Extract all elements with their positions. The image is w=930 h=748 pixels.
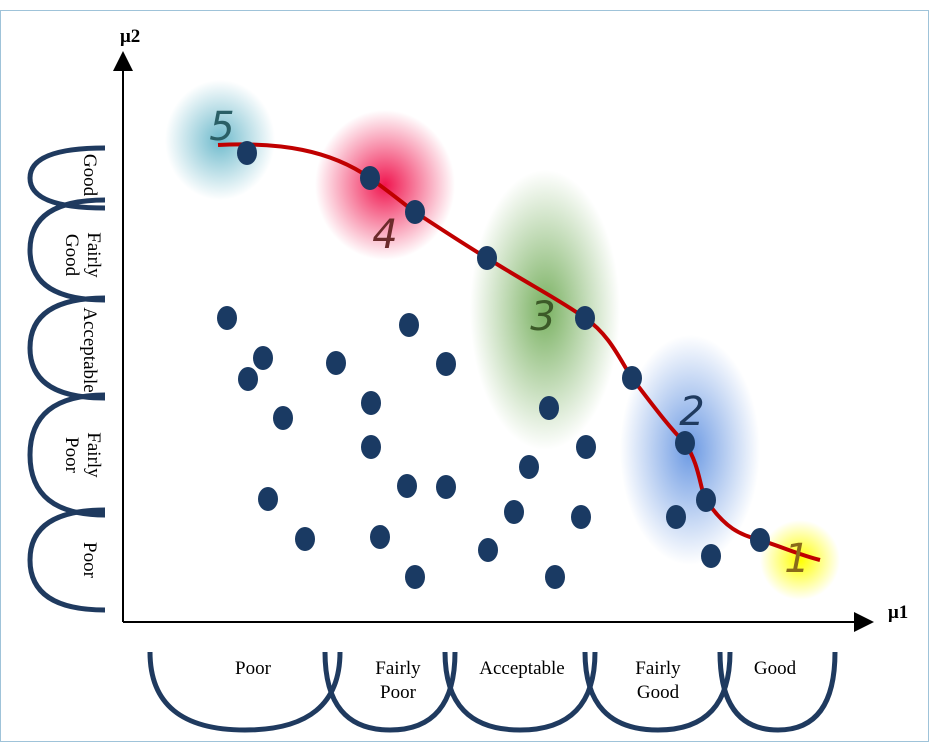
region-number: 5 [209, 104, 234, 150]
diagram: μ2 μ1 GoodFairlyGoodAcceptableFairlyPoor… [0, 0, 930, 743]
y-set-label: Poor [79, 542, 100, 579]
solution-point [576, 435, 596, 459]
solution-point [539, 396, 559, 420]
solution-point [405, 200, 425, 224]
y-set-label: Acceptable [79, 307, 100, 392]
solution-point [253, 346, 273, 370]
solution-point [295, 527, 315, 551]
solution-point [696, 488, 716, 512]
x-set-label: Acceptable [479, 658, 564, 679]
solution-point [361, 391, 381, 415]
solution-point [405, 565, 425, 589]
x-set-label: Fairly [375, 658, 421, 679]
region-number: 3 [530, 294, 555, 340]
solution-point [545, 565, 565, 589]
region-number: 4 [372, 212, 397, 258]
solution-point [666, 505, 686, 529]
solution-point [360, 166, 380, 190]
solution-point [575, 306, 595, 330]
solution-point [238, 367, 258, 391]
solution-point [326, 351, 346, 375]
solution-point [258, 487, 278, 511]
y-set-label: Fairly [83, 232, 104, 278]
solution-point [217, 306, 237, 330]
solution-point [478, 538, 498, 562]
solution-point [399, 313, 419, 337]
frame [1, 11, 929, 742]
x-axis-label: μ1 [888, 602, 908, 623]
y-axis-label: μ2 [120, 26, 140, 47]
solution-point [370, 525, 390, 549]
solution-point [622, 366, 642, 390]
solution-point [519, 455, 539, 479]
x-set-label: Poor [235, 658, 272, 679]
y-set-label: Good [79, 154, 100, 197]
y-set-label: Fairly [83, 432, 104, 478]
solution-point [273, 406, 293, 430]
y-set-label: Good [61, 234, 82, 277]
solution-point [571, 505, 591, 529]
solution-point [436, 352, 456, 376]
x-set-label: Poor [380, 682, 417, 703]
solution-point [701, 544, 721, 568]
region-number: 1 [784, 536, 809, 582]
solution-point [477, 246, 497, 270]
solution-point [504, 500, 524, 524]
glows [165, 80, 840, 600]
solution-point [436, 475, 456, 499]
solution-point [397, 474, 417, 498]
x-set-label: Fairly [635, 658, 681, 679]
solution-point [237, 141, 257, 165]
solution-point [361, 435, 381, 459]
x-set-label: Good [637, 682, 680, 703]
y-set-label: Poor [61, 437, 82, 474]
solution-point [750, 528, 770, 552]
x-set-label: Good [754, 658, 797, 679]
region-number: 2 [679, 389, 704, 435]
